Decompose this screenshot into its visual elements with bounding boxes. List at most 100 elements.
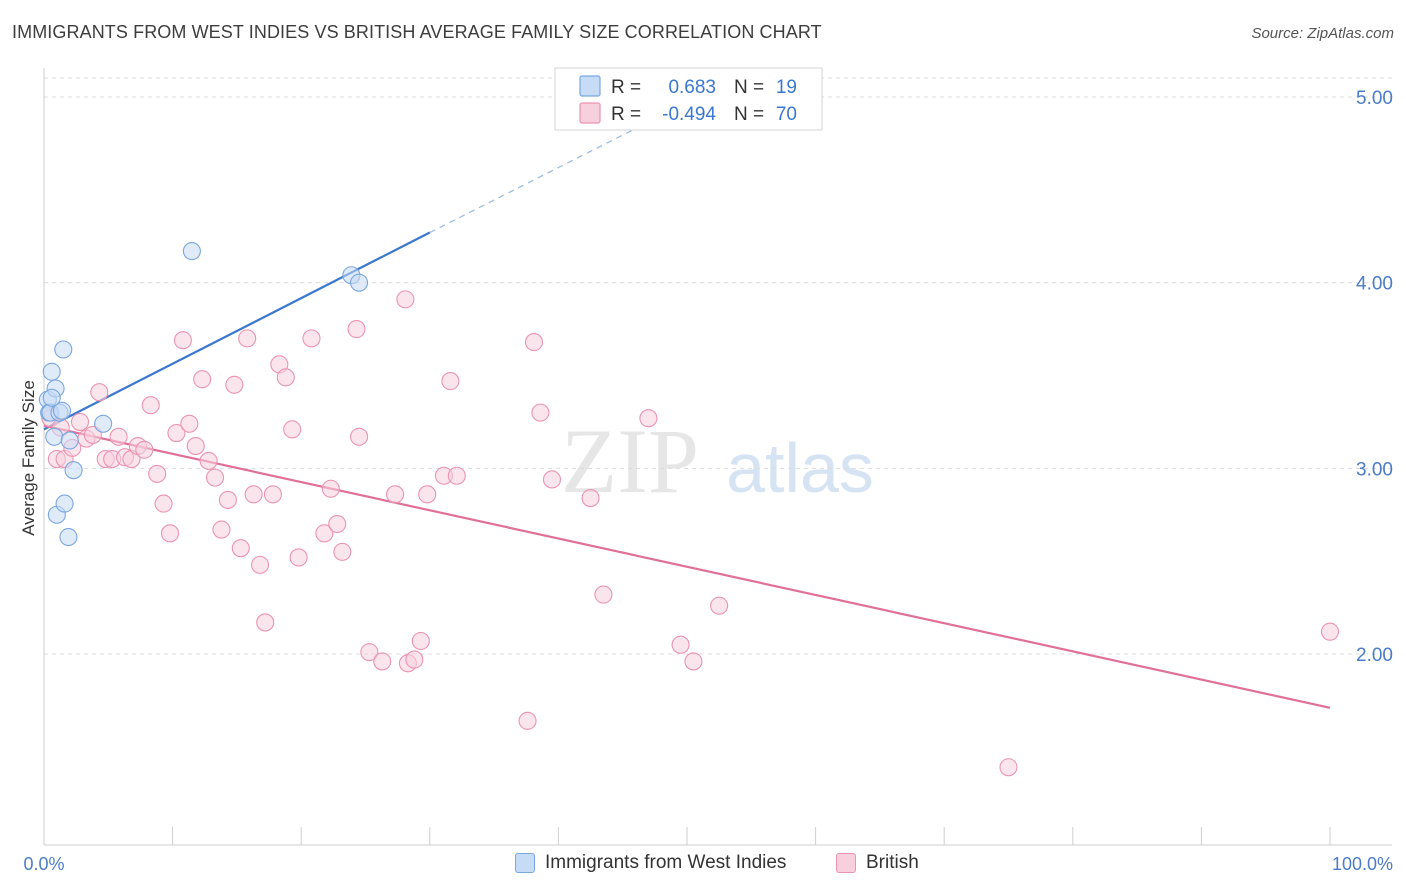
point-west-indies <box>350 273 369 292</box>
point-british <box>154 494 173 513</box>
trendline-west-indies <box>43 231 431 431</box>
point-british <box>283 420 302 439</box>
point-british <box>205 468 225 487</box>
point-british <box>302 329 321 348</box>
legend-label: Immigrants from West Indies <box>545 852 787 873</box>
point-british <box>360 643 379 662</box>
stats-n-label: N = <box>734 77 764 98</box>
point-british <box>173 331 192 350</box>
point-british <box>581 488 600 508</box>
stats-n-value: 19 <box>776 77 797 98</box>
point-british <box>347 320 366 339</box>
point-british <box>350 427 369 446</box>
axes <box>43 68 1392 846</box>
gridlines <box>44 77 1392 655</box>
point-west-indies <box>42 388 61 407</box>
point-british <box>411 631 430 651</box>
point-british <box>684 652 703 671</box>
point-british <box>594 585 613 604</box>
stats-r-value: -0.494 <box>662 104 716 125</box>
point-british <box>141 396 160 415</box>
x-tick-label: 100.0% <box>1332 854 1393 874</box>
point-british <box>289 548 308 567</box>
point-british <box>321 479 340 498</box>
point-british <box>193 370 212 389</box>
y-axis-label: Average Family Size <box>19 380 38 536</box>
point-british <box>276 368 295 387</box>
point-british <box>109 427 128 446</box>
trend-lines <box>43 127 1331 709</box>
point-west-indies <box>94 414 113 433</box>
point-british <box>447 466 466 485</box>
point-west-indies <box>64 461 83 480</box>
stats-swatch-pink <box>579 102 601 124</box>
point-british <box>148 464 167 483</box>
point-british <box>418 485 437 504</box>
point-british <box>531 403 550 422</box>
point-british <box>160 524 180 543</box>
chart-title: IMMIGRANTS FROM WEST INDIES VS BRITISH A… <box>12 22 822 42</box>
y-tick-label: 2.00 <box>1356 645 1393 666</box>
point-west-indies <box>54 340 73 359</box>
tick-labels: 2.00 3.00 4.00 5.00 0.0% 100.0% <box>23 88 1393 874</box>
point-british <box>333 542 352 561</box>
legend-item-west-indies[interactable]: Immigrants from West Indies <box>515 852 786 874</box>
stats-n-label: N = <box>734 104 764 125</box>
legend-swatch-pink <box>836 853 856 873</box>
trendline-west-indies-extension <box>429 127 636 234</box>
point-british <box>999 758 1018 777</box>
legend-swatch-blue <box>515 853 535 873</box>
point-british <box>315 524 334 543</box>
point-british <box>180 414 199 433</box>
point-british <box>405 650 424 669</box>
legend-item-british[interactable]: British <box>836 852 919 874</box>
point-british <box>524 333 544 352</box>
point-british <box>256 613 275 632</box>
point-west-indies <box>59 527 78 547</box>
point-british <box>518 711 537 730</box>
point-british <box>441 372 460 391</box>
correlation-stats-box: R = 0.683 N = 19 R = -0.494 N = 70 <box>554 67 823 131</box>
point-british <box>83 425 102 444</box>
trendline-british <box>43 424 1331 709</box>
point-british <box>1320 622 1340 641</box>
point-british <box>199 451 218 470</box>
point-british <box>263 485 282 504</box>
point-british <box>218 490 237 509</box>
data-points <box>38 242 1340 777</box>
point-british <box>186 437 205 456</box>
point-british <box>671 635 690 654</box>
point-british <box>386 485 405 504</box>
point-british <box>244 485 263 504</box>
stats-r-value: 0.683 <box>668 77 716 98</box>
point-british <box>238 329 257 348</box>
point-west-indies <box>55 494 74 513</box>
stats-n-value: 70 <box>776 104 797 125</box>
legend-label: British <box>866 852 919 873</box>
y-tick-label: 3.00 <box>1356 459 1393 480</box>
point-british <box>396 290 415 309</box>
point-west-indies <box>45 427 64 446</box>
point-west-indies <box>42 362 61 381</box>
zipatlas-watermark: ZIP atlas <box>561 410 874 512</box>
point-west-indies <box>52 401 72 420</box>
stats-swatch-blue <box>579 75 601 97</box>
point-west-indies <box>60 431 79 450</box>
source-credit: Source: ZipAtlas.com <box>1251 25 1394 42</box>
point-british <box>135 440 154 459</box>
stats-r-label: R = <box>611 104 641 125</box>
point-british <box>639 409 658 428</box>
point-british <box>90 383 109 402</box>
point-british <box>70 412 90 431</box>
y-tick-label: 4.00 <box>1356 274 1393 295</box>
point-british <box>231 539 250 558</box>
point-british <box>328 514 347 534</box>
point-british <box>212 520 231 539</box>
stats-r-label: R = <box>611 77 641 98</box>
point-british <box>225 375 244 394</box>
point-british <box>167 424 186 443</box>
y-tick-label: 5.00 <box>1356 88 1393 109</box>
point-british <box>542 470 562 489</box>
point-west-indies <box>182 242 201 261</box>
